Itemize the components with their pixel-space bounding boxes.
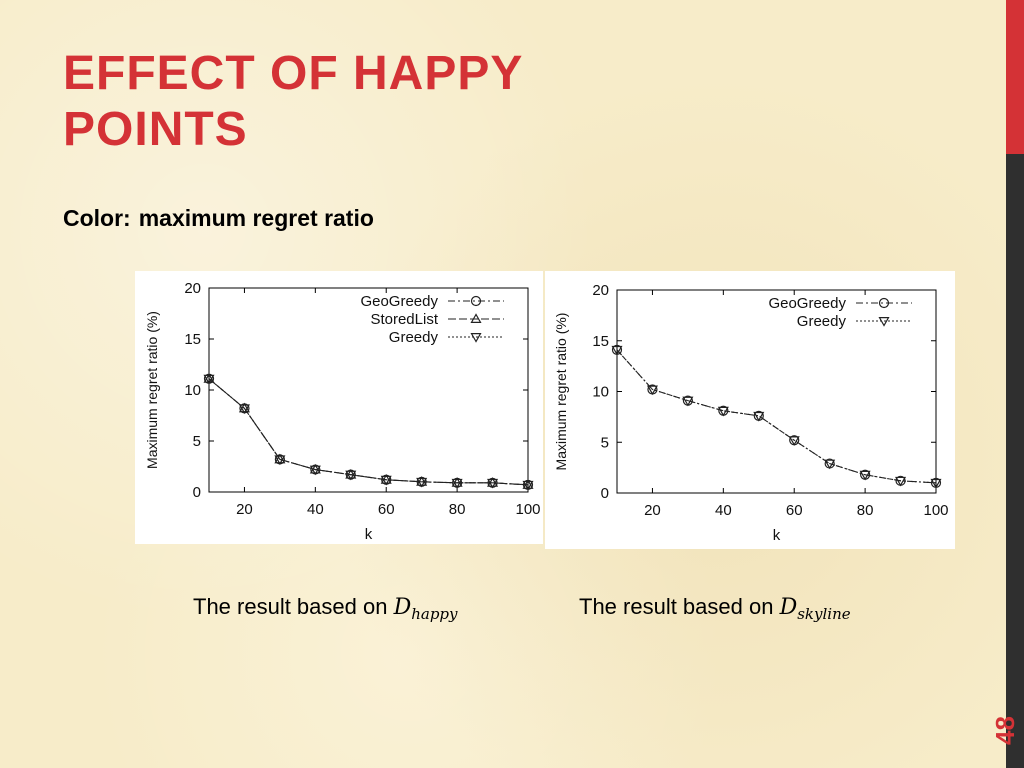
accent-bar-dark bbox=[1006, 154, 1024, 768]
accent-bar-red bbox=[1006, 0, 1024, 154]
chart1-legend-label-1: StoredList bbox=[370, 311, 438, 328]
chart1-legend-label-0: GeoGreedy bbox=[360, 293, 438, 310]
caption-skyline-math: Dskyline bbox=[779, 595, 851, 623]
chart2-series-line-0 bbox=[616, 349, 937, 484]
chart1-legend-marker-0 bbox=[470, 295, 482, 307]
chart2-xtick-label-0: 20 bbox=[644, 502, 661, 519]
chart-happy-svg: 0 5 10 15 20 20 40 60 80 100 k Maximum regret ratio… bbox=[144, 280, 541, 543]
chart1-legend-marker-1 bbox=[470, 313, 482, 323]
chart2-xtick-label-3: 80 bbox=[857, 502, 874, 519]
chart2-xtick-label-1: 40 bbox=[715, 502, 732, 519]
chart1-ytick-label-0: 0 bbox=[193, 484, 201, 501]
chart1-series-2-point-6 bbox=[416, 477, 428, 488]
chart2-series-1-point-0 bbox=[611, 345, 623, 356]
chart1-series-2-point-8 bbox=[487, 478, 499, 489]
chart1-ytick-label-4: 20 bbox=[184, 280, 201, 297]
subtitle-value: maximum regret ratio bbox=[138, 205, 374, 231]
chart2-series-1-point-2 bbox=[682, 396, 694, 407]
caption-skyline: The result based on Dskyline bbox=[579, 594, 851, 623]
chart2-xaxis-label: k bbox=[773, 527, 781, 544]
chart2-ytick-label-0: 0 bbox=[601, 485, 609, 502]
caption-happy-math-base: D bbox=[393, 595, 412, 620]
chart2-legend-marker-0 bbox=[878, 297, 890, 309]
chart1-series-2-point-5 bbox=[380, 475, 392, 486]
chart2-xtick-label-4: 100 bbox=[923, 502, 948, 519]
chart2-series-1-point-1 bbox=[646, 385, 658, 396]
chart2-ytick-label-4: 20 bbox=[592, 282, 609, 299]
chart1-series-line-1 bbox=[208, 378, 529, 486]
chart1-series-2-point-1 bbox=[238, 404, 250, 415]
chart2-xtick-label-2: 60 bbox=[786, 502, 803, 519]
chart1-series-2-point-3 bbox=[309, 465, 321, 476]
chart1-plot-frame bbox=[208, 287, 529, 493]
chart1-xtick-label-4: 100 bbox=[515, 501, 540, 518]
chart2-ytick-label-1: 5 bbox=[601, 434, 609, 451]
chart2-series-1-point-3 bbox=[717, 406, 729, 417]
chart2-series-1-point-5 bbox=[788, 436, 800, 446]
chart2-legend-marker-1 bbox=[878, 317, 890, 327]
chart1-yaxis-label: Maximum regret ratio (%) bbox=[144, 311, 160, 469]
chart1-ytick-label-1: 5 bbox=[193, 433, 201, 450]
page-number: 48 bbox=[990, 716, 1020, 745]
chart-happy: 0 5 10 15 20 20 40 60 80 100 k Maximum regret ratio… bbox=[135, 271, 543, 544]
chart-skyline: 0 5 10 15 20 20 40 60 80 100 k Maximum regret ratio… bbox=[545, 271, 955, 549]
chart1-ytick-label-3: 15 bbox=[184, 331, 201, 348]
caption-skyline-text: The result based on bbox=[579, 594, 780, 619]
chart1-series-2-point-7 bbox=[451, 478, 463, 489]
chart1-series-2-point-2 bbox=[274, 455, 286, 466]
chart2-legend-label-0: GeoGreedy bbox=[768, 295, 846, 312]
caption-happy-math: Dhappy bbox=[393, 595, 458, 623]
chart1-xtick-label-3: 80 bbox=[449, 501, 466, 518]
chart2-ytick-label-3: 15 bbox=[592, 333, 609, 350]
slide-title: EFFECT OF HAPPY POINTS bbox=[63, 46, 523, 158]
slide-subtitle: Color: maximum regret ratio bbox=[63, 205, 374, 232]
chart2-series-1-point-9 bbox=[930, 478, 942, 489]
chart1-series-2-point-0 bbox=[203, 374, 215, 385]
chart-skyline-svg: 0 5 10 15 20 20 40 60 80 100 k Maximum regret ratio… bbox=[553, 282, 949, 544]
chart1-ytick-label-2: 10 bbox=[184, 382, 201, 399]
chart1-series-line-2 bbox=[208, 378, 529, 486]
chart1-xtick-label-2: 60 bbox=[378, 501, 395, 518]
caption-skyline-math-sub: skyline bbox=[797, 605, 851, 623]
chart1-series-2-point-4 bbox=[345, 470, 357, 481]
chart2-legend-label-1: Greedy bbox=[797, 313, 847, 330]
chart2-series-1-point-4 bbox=[753, 411, 765, 422]
subtitle-label: Color: bbox=[63, 205, 131, 231]
caption-happy-math-sub: happy bbox=[411, 605, 458, 623]
caption-happy-text: The result based on bbox=[193, 594, 394, 619]
chart2-series-line-1 bbox=[616, 349, 937, 484]
chart2-ytick-label-2: 10 bbox=[592, 384, 609, 401]
chart2-series-1-point-8 bbox=[895, 476, 907, 487]
chart2-series-1-point-6 bbox=[824, 459, 836, 470]
chart1-xtick-label-0: 20 bbox=[236, 501, 253, 518]
chart2-yaxis-label: Maximum regret ratio (%) bbox=[553, 313, 569, 471]
chart1-xaxis-label: k bbox=[365, 526, 373, 543]
chart2-series-1-point-7 bbox=[859, 470, 871, 481]
chart1-legend-label-2: Greedy bbox=[389, 329, 439, 346]
chart1-xtick-label-1: 40 bbox=[307, 501, 324, 518]
chart1-series-line-0 bbox=[208, 378, 529, 486]
chart1-series-2-point-9 bbox=[522, 480, 534, 491]
caption-happy: The result based on Dhappy bbox=[193, 594, 458, 623]
slide-title-line-2: POINTS bbox=[63, 103, 248, 156]
slide-title-line-1: EFFECT OF HAPPY bbox=[63, 47, 524, 100]
caption-skyline-math-base: D bbox=[779, 595, 798, 620]
chart1-legend-marker-2 bbox=[470, 333, 482, 343]
